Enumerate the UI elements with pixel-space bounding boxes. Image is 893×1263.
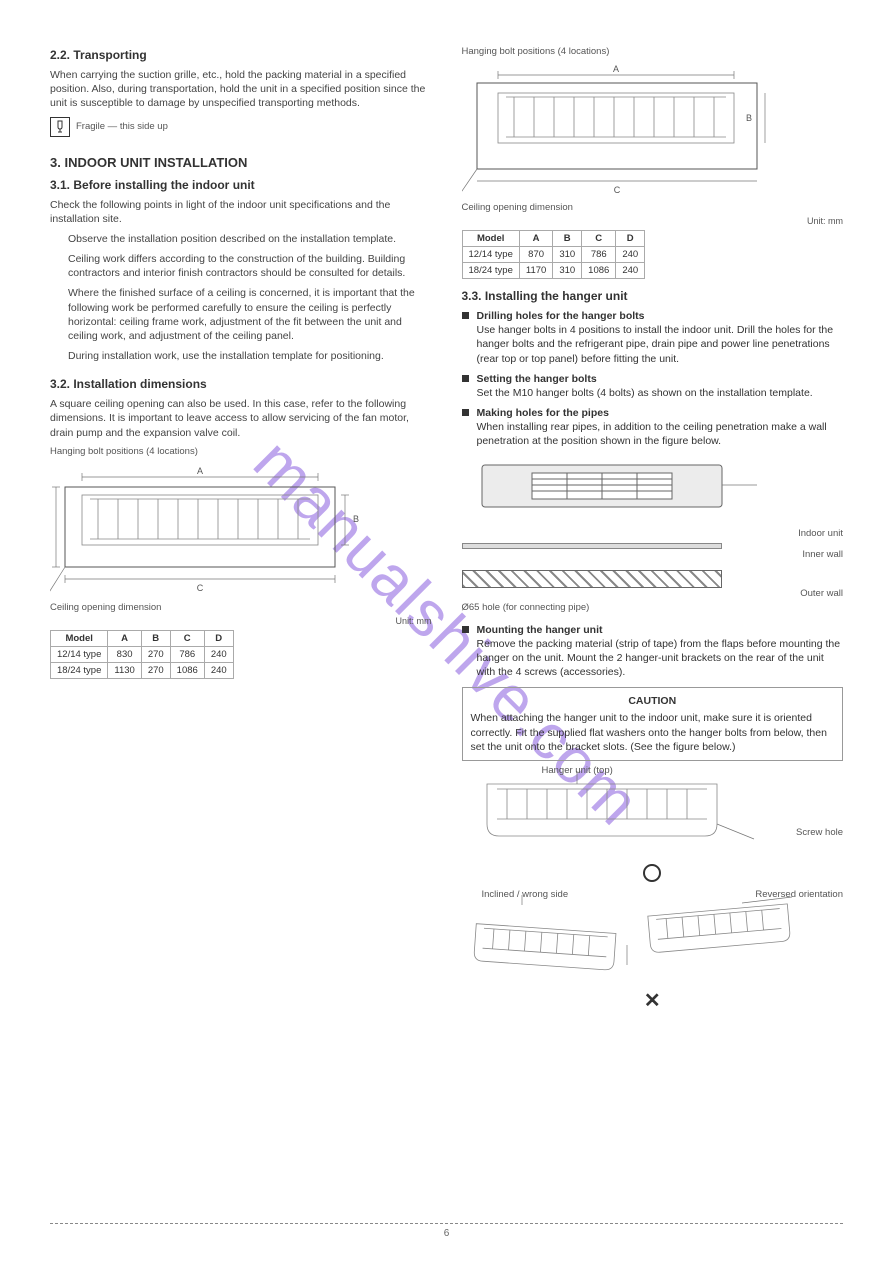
svg-text:B: B [353, 514, 359, 524]
para-3-1-i0: Observe the installation position descri… [68, 232, 432, 246]
b2-text: Set the M10 hanger bolts (4 bolts) as sh… [477, 386, 813, 400]
td: 12/14 type [51, 646, 108, 662]
good-label-top: Hanger unit (top) [542, 765, 613, 776]
td: 1130 [108, 662, 141, 678]
th: C [170, 630, 204, 646]
outer-wall-bar [462, 570, 722, 588]
td: 870 [519, 247, 552, 263]
bad-label-right: Reversed orientation [755, 889, 843, 900]
figa-label-top: Hanging bolt positions (4 locations) [50, 446, 432, 457]
figure-bad: Inclined / wrong side Reversed orientati… [462, 895, 844, 1013]
b3-head: Making holes for the pipes [477, 406, 844, 420]
bad-label-left: Inclined / wrong side [482, 889, 569, 900]
figure-good: Hanger unit (top) Screw hole [462, 769, 844, 885]
heading-2-2: 2.2. Transporting [50, 48, 432, 62]
figure-b: Hanging bolt positions (4 locations) A B [462, 46, 844, 279]
label-indoor-unit: Indoor unit [462, 528, 844, 539]
label-outer-wall: Outer wall [462, 588, 844, 599]
bullet-icon [462, 375, 469, 382]
caution-title: CAUTION [471, 694, 835, 708]
para-3-1-lead: Check the following points in light of t… [50, 198, 432, 226]
figa-table: Model A B C D 12/14 type 830 270 786 240 [50, 630, 234, 679]
para-3-1-i3: During installation work, use the instal… [68, 349, 432, 363]
svg-text:A: A [612, 64, 618, 74]
page-footer: 6 [50, 1223, 843, 1239]
td: 786 [170, 646, 204, 662]
bullet-icon [462, 312, 469, 319]
td: 18/24 type [462, 263, 519, 279]
td: 240 [204, 646, 233, 662]
right-column: Hanging bolt positions (4 locations) A B [462, 40, 844, 1023]
td: 12/14 type [462, 247, 519, 263]
figa-label-bottom: Ceiling opening dimension [50, 602, 432, 613]
th: A [519, 231, 552, 247]
td: 270 [141, 662, 170, 678]
fragile-icon [50, 117, 70, 137]
td: 786 [582, 247, 616, 263]
x-mark-icon: ✕ [644, 990, 661, 1012]
bullet-icon [462, 409, 469, 416]
page-number: 6 [444, 1228, 450, 1239]
heading-3-3: 3.3. Installing the hanger unit [462, 289, 844, 303]
caution-text: When attaching the hanger unit to the in… [471, 711, 835, 754]
figb-label-top: Hanging bolt positions (4 locations) [462, 46, 844, 57]
b3-text: When installing rear pipes, in addition … [477, 420, 844, 448]
th: C [582, 231, 616, 247]
b1-head: Drilling holes for the hanger bolts [477, 309, 844, 323]
th: D [616, 231, 645, 247]
para-3-1-i1: Ceiling work differs according to the co… [68, 252, 432, 280]
caution-box: CAUTION When attaching the hanger unit t… [462, 687, 844, 761]
svg-text:B: B [745, 113, 751, 123]
figure-a: Hanging bolt positions (4 locations) [50, 446, 432, 679]
figb-table: Model A B C D 12/14 type 870 310 786 240 [462, 230, 646, 279]
b1-text: Use hanger bolts in 4 positions to insta… [477, 323, 844, 366]
figb-unit: Unit: mm [462, 216, 844, 226]
td: 240 [204, 662, 233, 678]
para-3-1-i2: Where the finished surface of a ceiling … [68, 286, 432, 343]
td: 310 [553, 263, 582, 279]
th: Model [462, 231, 519, 247]
bullet-icon [462, 626, 469, 633]
para-transport: When carrying the suction grille, etc., … [50, 68, 432, 111]
heading-3: 3. INDOOR UNIT INSTALLATION [50, 155, 432, 170]
td: 310 [553, 247, 582, 263]
td: 1086 [582, 263, 616, 279]
figb-label-bottom: Ceiling opening dimension [462, 202, 844, 213]
figa-unit: Unit: mm [50, 616, 432, 626]
td: 18/24 type [51, 662, 108, 678]
th: D [204, 630, 233, 646]
svg-text:C: C [613, 185, 620, 195]
td: 270 [141, 646, 170, 662]
label-inner-wall: Inner wall [462, 549, 844, 560]
th: Model [51, 630, 108, 646]
heading-3-1: 3.1. Before installing the indoor unit [50, 178, 432, 192]
svg-text:A: A [197, 466, 203, 476]
td: 240 [616, 263, 645, 279]
b2-head: Setting the hanger bolts [477, 372, 813, 386]
para-3-2-lead: A square ceiling opening can also be use… [50, 397, 432, 440]
heading-3-2: 3.2. Installation dimensions [50, 377, 432, 391]
left-column: 2.2. Transporting When carrying the suct… [50, 40, 432, 1023]
td: 1170 [519, 263, 552, 279]
svg-text:C: C [197, 583, 204, 593]
b4-head: Mounting the hanger unit [477, 623, 844, 637]
good-label-screw: Screw hole [796, 827, 843, 838]
fragile-label: Fragile — this side up [76, 121, 168, 132]
label-hole: Ø65 hole (for connecting pipe) [462, 602, 844, 613]
th: B [553, 231, 582, 247]
figure-unit-wall: Indoor unit Inner wall Outer wall Ø65 ho… [462, 455, 844, 613]
th: A [108, 630, 141, 646]
td: 240 [616, 247, 645, 263]
td: 830 [108, 646, 141, 662]
circle-mark-icon [643, 864, 661, 882]
td: 1086 [170, 662, 204, 678]
th: B [141, 630, 170, 646]
b4-text: Remove the packing material (strip of ta… [477, 637, 844, 680]
